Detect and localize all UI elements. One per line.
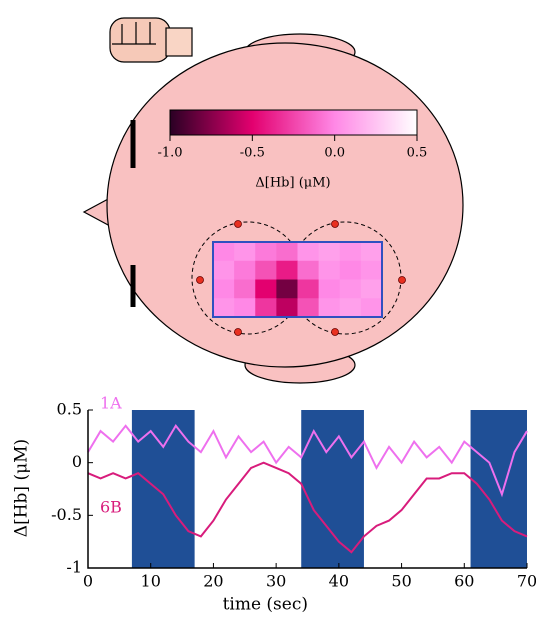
- heatmap-cell: [234, 260, 256, 280]
- data-line: [87, 424, 528, 498]
- heatmap-cell: [276, 242, 298, 262]
- fist-icon: [109, 17, 193, 63]
- x-tick-label: 60: [454, 572, 474, 591]
- colorbar-tick-label: -0.5: [240, 146, 265, 161]
- heatmap-cell: [255, 260, 277, 280]
- head: [82, 33, 464, 384]
- heatmap-cell: [360, 298, 383, 318]
- x-tick-label: 50: [391, 572, 411, 591]
- heatmap-frame: [212, 241, 383, 318]
- y-axis-title: Δ[Hb] (μM): [12, 439, 32, 537]
- colorbar-tick-label: 0.0: [324, 146, 345, 161]
- colorbar-tick-label: 0.5: [407, 146, 428, 161]
- colorbar: Δ[Hb] (μM) -1.0 -0.5 0.0 0.5: [157, 109, 428, 191]
- heatmap-cell: [339, 279, 362, 299]
- x-tick-label: 0: [83, 572, 93, 591]
- heatmap-cell: [276, 279, 298, 299]
- heatmap-cell: [360, 279, 383, 299]
- stimulus-interval: [131, 410, 195, 568]
- series-label: 6B: [100, 498, 122, 517]
- colorbar-scale: [169, 109, 418, 136]
- stimulus-interval: [301, 410, 364, 568]
- x-tick-label: 70: [517, 572, 536, 591]
- y-tick-label: 0.5: [57, 400, 82, 419]
- heatmap-cell: [318, 260, 341, 280]
- heatmap-cell: [339, 298, 362, 318]
- heatmap-cell: [276, 260, 298, 280]
- colorbar-tick-label: -1.0: [157, 146, 182, 161]
- y-tick-label: -1: [66, 558, 82, 577]
- x-tick-label: 40: [329, 572, 349, 591]
- heatmap-cell: [360, 260, 383, 280]
- heatmap-cell: [255, 242, 277, 262]
- heatmap-cell: [360, 242, 383, 262]
- heatmap-cell: [234, 242, 256, 262]
- heatmap-cell: [213, 242, 235, 262]
- x-tick-label: 20: [203, 572, 223, 591]
- heatmap-cell: [318, 242, 341, 262]
- heatmap-cell: [297, 242, 320, 262]
- y-tick-label: -0.5: [51, 505, 82, 524]
- heatmap-cell: [213, 298, 235, 318]
- heatmap-cell: [255, 279, 277, 299]
- heatmap-cell: [297, 279, 320, 299]
- x-tick-label: 30: [266, 572, 286, 591]
- heatmap-cell: [213, 279, 235, 299]
- colorbar-label: Δ[Hb] (μM): [255, 176, 330, 191]
- heatmap-cell: [318, 298, 341, 318]
- y-tick-label: 0: [72, 452, 82, 471]
- heatmap-cell: [255, 298, 277, 318]
- heatmap-cell: [339, 242, 362, 262]
- heatmap-cell: [213, 260, 235, 280]
- line-chart: time (sec) Δ[Hb] (μM) 1A 6B 0 10 20 30 40 50 60 7…: [12, 394, 536, 615]
- electrodes: [196, 220, 406, 336]
- heatmap-cell: [276, 298, 298, 318]
- heatmap-cell: [234, 279, 256, 299]
- heatmap-cell: [318, 279, 341, 299]
- heatmap-cell: [297, 260, 320, 280]
- heatmap-cell: [297, 298, 320, 318]
- heatmap-cell: [234, 298, 256, 318]
- x-axis-title: time (sec): [223, 595, 308, 615]
- x-tick-label: 10: [141, 572, 161, 591]
- series-label: 1A: [100, 394, 122, 413]
- heatmap: [212, 241, 383, 318]
- heatmap-cell: [339, 260, 362, 280]
- data-line: [87, 461, 528, 554]
